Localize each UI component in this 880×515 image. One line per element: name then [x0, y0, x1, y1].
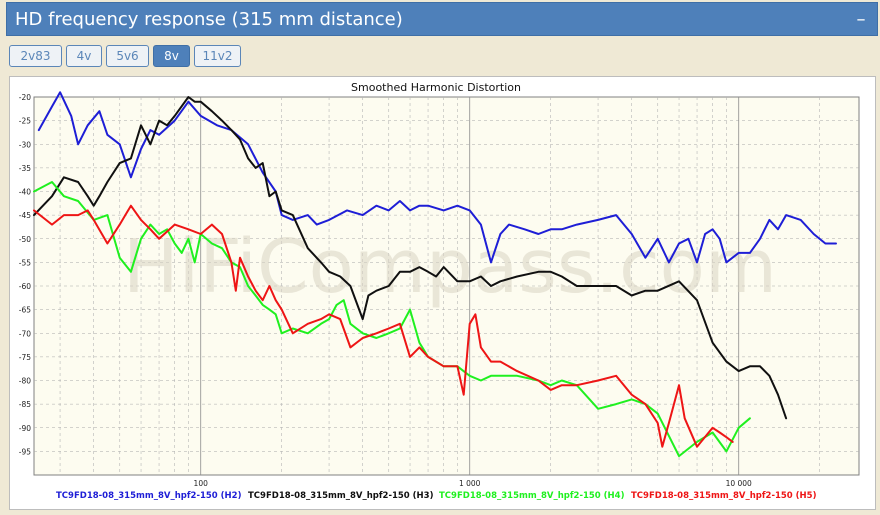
tab-5v6[interactable]: 5v6 — [106, 45, 149, 67]
y-tick-label: -30 — [19, 140, 31, 149]
legend-item: TC9FD18-08_315mm_8V_hpf2-150 (H4) — [439, 491, 625, 501]
y-tick-label: -35 — [19, 164, 31, 173]
chart-panel: Smoothed Harmonic Distortion HiFiCompass… — [9, 76, 876, 510]
collapse-icon[interactable]: – — [856, 8, 866, 30]
x-tick-label: 1 000 — [459, 479, 481, 488]
chart-title: Smoothed Harmonic Distortion — [351, 81, 521, 94]
y-tick-label: -75 — [19, 353, 31, 362]
tab-label: 4v — [76, 49, 92, 63]
y-tick-label: -85 — [19, 400, 31, 409]
tab-8v[interactable]: 8v — [153, 45, 190, 67]
voltage-tabs: 2v83 4v 5v6 8v 11v2 — [9, 45, 245, 67]
tab-label: 11v2 — [202, 49, 233, 63]
x-tick-label: 100 — [194, 479, 209, 488]
y-tick-label: -50 — [19, 235, 31, 244]
y-tick-label: -90 — [19, 424, 31, 433]
series-lines — [33, 91, 837, 458]
panel-header[interactable]: HD frequency response (315 mm distance) … — [6, 2, 878, 36]
plot-area — [33, 96, 860, 476]
tab-11v2[interactable]: 11v2 — [194, 45, 241, 67]
grid-lines — [34, 97, 859, 475]
y-tick-label: -25 — [19, 117, 31, 126]
x-axis-labels: 100 1 000 10 000 — [194, 479, 753, 488]
y-tick-label: -40 — [19, 188, 31, 197]
legend-item: TC9FD18-08_315mm_8V_hpf2-150 (H3) — [248, 491, 434, 501]
tab-4v[interactable]: 4v — [66, 45, 102, 67]
series-line — [33, 204, 734, 448]
x-tick-label: 10 000 — [726, 479, 752, 488]
y-tick-label: -60 — [19, 282, 31, 291]
series-line — [33, 96, 788, 420]
tab-label: 8v — [164, 49, 179, 63]
y-tick-label: -20 — [19, 93, 31, 102]
panel-title: HD frequency response (315 mm distance) — [15, 8, 403, 30]
y-axis-labels: -20 -25 -30 -35 -40 -45 -50 -55 -60 -65 -70 -75 -80 -… — [19, 93, 31, 456]
tab-label: 2v83 — [20, 49, 51, 63]
series-line — [37, 91, 837, 264]
y-tick-label: -70 — [19, 329, 31, 338]
harmonic-distortion-chart: Smoothed Harmonic Distortion HiFiCompass… — [19, 81, 860, 501]
tab-2v83[interactable]: 2v83 — [9, 45, 62, 67]
legend-item: TC9FD18-08_315mm_8V_hpf2-150 (H5) — [631, 491, 817, 501]
watermark: HiFiCompass.com — [123, 224, 777, 310]
y-tick-label: -45 — [19, 211, 31, 220]
tab-label: 5v6 — [116, 49, 139, 63]
legend-item: TC9FD18-08_315mm_8V_hpf2-150 (H2) — [56, 491, 242, 501]
y-tick-label: -80 — [19, 377, 31, 386]
y-tick-label: -55 — [19, 258, 31, 267]
y-tick-label: -65 — [19, 306, 31, 315]
legend: TC9FD18-08_315mm_8V_hpf2-150 (H2) TC9FD18… — [56, 491, 817, 501]
y-tick-label: -95 — [19, 447, 31, 456]
series-line — [33, 181, 751, 458]
